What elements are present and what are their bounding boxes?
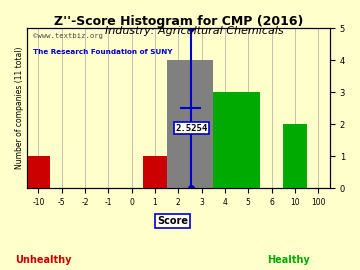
Bar: [143, 156, 167, 188]
Text: Unhealthy: Unhealthy: [15, 255, 71, 265]
Bar: [167, 60, 213, 188]
Text: ©www.textbiz.org: ©www.textbiz.org: [33, 33, 103, 39]
Text: Healthy: Healthy: [267, 255, 309, 265]
Title: Z''-Score Histogram for CMP (2016): Z''-Score Histogram for CMP (2016): [54, 15, 303, 28]
Y-axis label: Number of companies (11 total): Number of companies (11 total): [15, 47, 24, 170]
Text: 2.5254: 2.5254: [175, 124, 208, 133]
Bar: [283, 124, 307, 188]
Bar: [213, 92, 260, 188]
Bar: [27, 156, 50, 188]
Text: Score: Score: [157, 216, 188, 226]
Text: The Research Foundation of SUNY: The Research Foundation of SUNY: [33, 49, 172, 55]
Text: Industry: Agricultural Chemicals: Industry: Agricultural Chemicals: [105, 26, 284, 36]
